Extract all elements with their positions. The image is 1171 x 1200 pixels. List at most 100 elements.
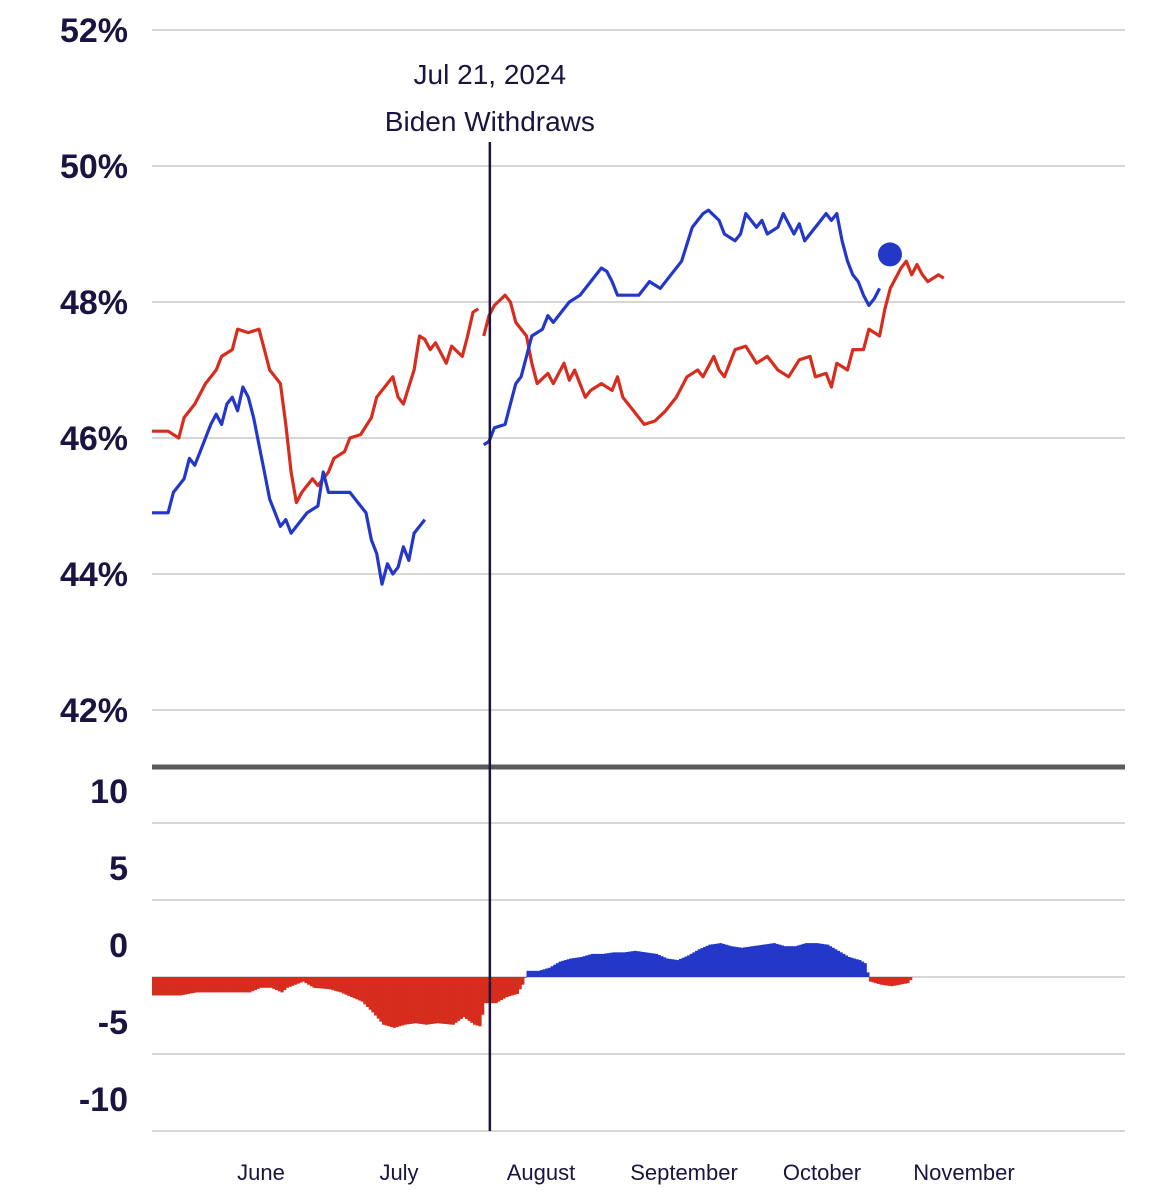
margin-bar bbox=[467, 977, 471, 1021]
margin-bar bbox=[382, 977, 386, 1025]
margin-bar bbox=[772, 943, 776, 977]
margin-bar bbox=[909, 977, 913, 981]
margin-bar bbox=[614, 952, 619, 977]
margin-bar bbox=[371, 977, 375, 1013]
margin-bar bbox=[759, 945, 763, 977]
margin-bar bbox=[839, 952, 843, 977]
margin-bar bbox=[895, 977, 899, 986]
margin-bar bbox=[662, 957, 667, 977]
annotation-date: Jul 21, 2024 bbox=[414, 59, 567, 90]
margin-bar bbox=[678, 958, 683, 977]
margin-bar bbox=[847, 956, 851, 977]
end-marker bbox=[877, 242, 902, 267]
margin-bar bbox=[812, 943, 816, 977]
margin-bar bbox=[729, 946, 734, 977]
margin-bar bbox=[170, 977, 174, 996]
top-ytick-label: 42% bbox=[60, 692, 128, 730]
margin-bar bbox=[697, 949, 701, 977]
margin-bars bbox=[152, 943, 913, 1028]
margin-bar bbox=[272, 977, 276, 989]
margin-bar bbox=[858, 960, 862, 977]
margin-bar bbox=[424, 977, 429, 1025]
margin-bar bbox=[740, 947, 744, 977]
margin-bar bbox=[590, 953, 594, 977]
margin-bar bbox=[218, 977, 223, 993]
margin-bar bbox=[804, 943, 808, 977]
margin-bar bbox=[242, 977, 247, 993]
margin-bar bbox=[408, 977, 413, 1024]
margin-bar bbox=[301, 977, 306, 982]
margin-bar bbox=[866, 972, 870, 977]
margin-bar bbox=[794, 946, 798, 977]
annotation-label: Biden Withdraws bbox=[385, 106, 595, 137]
margin-bar bbox=[737, 947, 742, 977]
margin-bar bbox=[622, 952, 627, 977]
margin-bar bbox=[654, 953, 659, 977]
margin-bar bbox=[349, 977, 354, 998]
margin-bar bbox=[596, 953, 600, 977]
margin-bar bbox=[735, 946, 739, 977]
x-tick-july: July bbox=[379, 1160, 418, 1185]
margin-bar bbox=[834, 949, 838, 977]
margin-bar bbox=[192, 977, 196, 993]
margin-bar bbox=[601, 953, 605, 977]
margin-bar bbox=[398, 977, 402, 1027]
margin-bar bbox=[537, 970, 541, 977]
margin-bar bbox=[550, 966, 554, 977]
margin-bar bbox=[868, 977, 873, 982]
margin-bar bbox=[609, 952, 613, 977]
margin-bar bbox=[705, 945, 709, 977]
margin-bar bbox=[240, 977, 244, 993]
margin-bar bbox=[224, 977, 228, 993]
margin-bar bbox=[665, 958, 669, 977]
margin-bar bbox=[523, 977, 528, 978]
margin-bar bbox=[312, 977, 316, 988]
margin-bar bbox=[582, 956, 586, 977]
margin-bar bbox=[229, 977, 233, 993]
margin-bar bbox=[411, 977, 415, 1024]
margin-bar bbox=[802, 943, 806, 977]
margin-bar bbox=[711, 944, 715, 977]
x-tick-june: June bbox=[237, 1160, 285, 1185]
margin-bar bbox=[521, 977, 525, 985]
margin-bar bbox=[234, 977, 239, 993]
margin-bar bbox=[416, 977, 421, 1024]
margin-bar bbox=[855, 959, 859, 977]
margin-bar bbox=[719, 943, 723, 977]
poll-line-democratic bbox=[152, 385, 427, 586]
margin-bar bbox=[657, 955, 661, 977]
margin-bar bbox=[743, 947, 747, 977]
margin-bar bbox=[406, 977, 410, 1025]
margin-bar bbox=[352, 977, 356, 999]
margin-bar bbox=[245, 977, 249, 993]
margin-bar bbox=[820, 943, 825, 977]
margin-bar bbox=[304, 977, 308, 984]
margin-bar bbox=[470, 977, 474, 1023]
margin-bar bbox=[213, 977, 217, 993]
margin-bar bbox=[173, 977, 177, 996]
margin-bar bbox=[347, 977, 351, 996]
margin-bar bbox=[775, 943, 779, 977]
margin-bar bbox=[357, 977, 362, 1001]
margin-bar bbox=[483, 977, 487, 1004]
bottom-ytick-label: -5 bbox=[98, 1004, 128, 1042]
margin-bar bbox=[836, 950, 841, 977]
margin-bar bbox=[288, 977, 292, 987]
margin-bar bbox=[430, 977, 434, 1024]
top-ytick-label: 50% bbox=[60, 148, 128, 186]
margin-bar bbox=[205, 977, 209, 993]
margin-bar bbox=[419, 977, 423, 1024]
margin-bar bbox=[842, 953, 846, 977]
margin-bar bbox=[558, 961, 562, 977]
margin-bar bbox=[250, 977, 255, 992]
margin-bar bbox=[649, 953, 653, 977]
margin-bar bbox=[202, 977, 207, 993]
margin-bar bbox=[767, 943, 771, 977]
margin-bar bbox=[879, 977, 883, 985]
margin-bar bbox=[753, 945, 758, 977]
margin-bar bbox=[226, 977, 231, 993]
margin-bar bbox=[844, 955, 849, 977]
margin-bar bbox=[628, 951, 632, 977]
margin-bar bbox=[328, 977, 332, 990]
margin-bar bbox=[850, 957, 854, 977]
